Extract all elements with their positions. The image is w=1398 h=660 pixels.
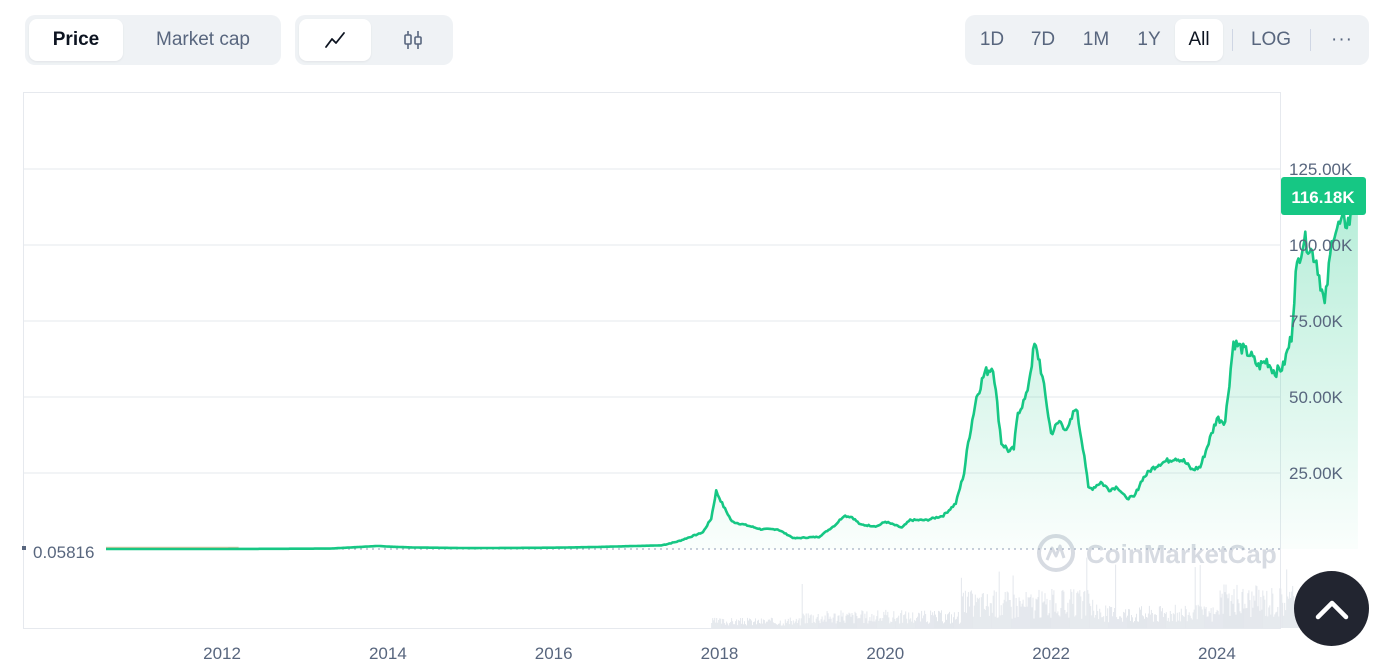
metric-tab-group: Price Market cap [25, 15, 281, 65]
volume-bar [1283, 615, 1285, 628]
range-tab-all[interactable]: All [1175, 19, 1223, 61]
range-tab-1m[interactable]: 1M [1082, 29, 1110, 50]
x-tick-label: 2012 [203, 644, 241, 660]
range-tab-1d[interactable]: 1D [979, 29, 1005, 50]
y-tick-label: 75.00K [1289, 312, 1344, 331]
log-scale-button[interactable]: LOG [1250, 29, 1292, 50]
candlestick-chart-button[interactable] [377, 19, 449, 61]
scroll-to-top-button[interactable] [1294, 571, 1369, 646]
x-tick-label: 2016 [535, 644, 573, 660]
volume-bar [1281, 594, 1283, 628]
volume-bar [1291, 591, 1293, 628]
x-tick-label: 2018 [701, 644, 739, 660]
tab-market-cap[interactable]: Market cap [156, 29, 250, 50]
x-tick-label: 2024 [1198, 644, 1236, 660]
chevron-up-icon [1315, 600, 1348, 619]
range-divider-1 [1232, 29, 1233, 51]
y-tick-label: 100.00K [1289, 236, 1353, 255]
x-tick-label: 2022 [1032, 644, 1070, 660]
volume-bar [1285, 610, 1287, 628]
range-tab-1y[interactable]: 1Y [1137, 29, 1161, 50]
y-tick-label: 50.00K [1289, 388, 1344, 407]
line-chart-icon [325, 32, 345, 48]
x-tick-label: 2020 [866, 644, 904, 660]
line-chart-button[interactable] [299, 19, 371, 61]
x-tick-label: 2014 [369, 644, 407, 660]
volume-bar [1290, 598, 1292, 628]
volume-bar [1286, 569, 1288, 628]
y-tick-label: 25.00K [1289, 464, 1344, 483]
chart-type-group [295, 15, 453, 65]
range-tab-group: 1D 7D 1M 1Y All LOG ··· [965, 15, 1369, 65]
chart-area[interactable] [23, 92, 1281, 629]
current-price-badge [1281, 177, 1366, 215]
range-divider-2 [1310, 29, 1311, 51]
volume-bar [1288, 598, 1290, 628]
volume-bar [1284, 602, 1286, 628]
range-tab-7d[interactable]: 7D [1030, 29, 1056, 50]
tab-price[interactable]: Price [29, 19, 123, 61]
volume-bar [1289, 591, 1291, 628]
volume-bar [1287, 596, 1289, 628]
volume-bar [1282, 602, 1284, 628]
y-tick-label: 125.00K [1289, 160, 1353, 179]
current-price-label: 116.18K [1291, 188, 1355, 207]
candlestick-icon [404, 31, 422, 49]
more-options-button[interactable]: ··· [1331, 29, 1353, 50]
